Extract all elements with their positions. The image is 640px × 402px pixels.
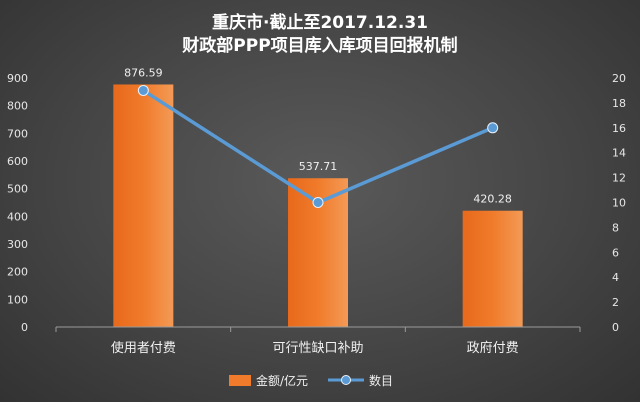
chart-title-line-2: 财政部PPP项目库入库项目回报机制 xyxy=(181,35,457,56)
left-axis-tick-label: 200 xyxy=(7,266,28,279)
right-axis-tick-label: 6 xyxy=(612,246,619,259)
bar-1 xyxy=(113,84,174,327)
right-axis-tick-label: 10 xyxy=(612,197,626,210)
right-axis-tick-label: 16 xyxy=(612,122,626,135)
left-axis-tick-label: 700 xyxy=(7,127,28,140)
left-axis-tick-label: 500 xyxy=(7,183,28,196)
category-label: 使用者付费 xyxy=(111,340,176,356)
line-point-2 xyxy=(312,197,324,208)
line-series xyxy=(137,84,499,208)
right-axis-tick-label: 8 xyxy=(612,221,619,234)
left-axis-tick-label: 800 xyxy=(7,100,28,113)
right-axis-tick-label: 4 xyxy=(612,271,619,284)
bar-data-label: 876.59 xyxy=(124,66,163,79)
bar-3 xyxy=(462,210,523,327)
right-axis-tick-label: 14 xyxy=(612,147,626,160)
right-axis-tick-label: 20 xyxy=(612,72,626,85)
legend-bar-swatch xyxy=(229,375,251,386)
x-axis: 使用者付费 可行性缺口补助 政府付费 xyxy=(55,326,581,356)
left-axis-tick-label: 100 xyxy=(7,293,28,306)
left-axis-tick-label: 300 xyxy=(7,238,28,251)
right-axis-tick-label: 12 xyxy=(612,172,626,185)
left-axis-tick-label: 600 xyxy=(7,155,28,168)
left-axis-tick-label: 0 xyxy=(21,321,28,334)
right-axis-tick-label: 2 xyxy=(612,296,619,309)
legend-line-label: 数目 xyxy=(369,373,393,388)
bar-data-label: 537.71 xyxy=(299,160,338,173)
bar-series xyxy=(113,84,523,327)
right-axis-tick-label: 0 xyxy=(612,321,619,334)
bar-data-label: 420.28 xyxy=(473,193,512,206)
category-label: 可行性缺口补助 xyxy=(272,341,363,356)
left-axis-tick-label: 900 xyxy=(7,72,28,85)
chart-title-line-1: 重庆市·截止至2017.12.31 xyxy=(212,12,428,33)
legend: 金额/亿元 数目 xyxy=(229,373,393,388)
legend-bar-label: 金额/亿元 xyxy=(256,373,308,388)
line-point-3 xyxy=(487,122,499,134)
right-y-axis: 0 2 4 6 8 10 12 14 16 18 20 xyxy=(612,72,626,334)
left-y-axis: 0 100 200 300 400 500 600 700 800 900 xyxy=(7,72,28,334)
bar-data-labels: 876.59 537.71 420.28 xyxy=(124,66,512,205)
left-axis-tick-label: 400 xyxy=(7,210,28,223)
legend-line-marker xyxy=(341,375,351,385)
line-point-1 xyxy=(137,84,149,96)
category-label: 政府付费 xyxy=(467,341,519,356)
right-axis-tick-label: 18 xyxy=(612,97,626,110)
